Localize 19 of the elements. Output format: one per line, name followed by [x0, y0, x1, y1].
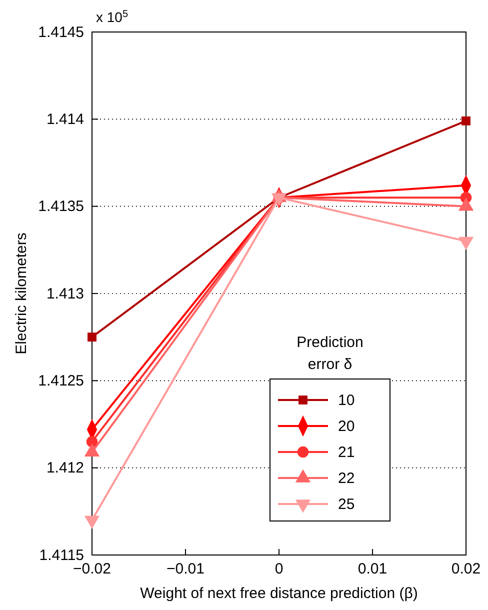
x-tick-label: 0.01 — [358, 560, 388, 578]
y-tick-label: 1.4135 — [38, 198, 84, 216]
x-tick-label: 0.02 — [451, 560, 481, 578]
y-tick-label: 1.4145 — [38, 24, 84, 41]
y-tick-label: 1.413 — [46, 285, 84, 302]
text: x 10$^{5}$ — [96, 8, 128, 25]
y-axis-title: Electric kilometers — [13, 232, 30, 354]
legend-label: 20 — [338, 418, 355, 435]
y-tick-label: 1.414 — [46, 110, 84, 128]
x-tick-label: 0 — [274, 560, 284, 578]
x-axis-title: Weight of next free distance prediction (β) — [140, 585, 418, 602]
legend-label: 22 — [338, 470, 355, 487]
x-tick-label: −0.01 — [166, 560, 204, 578]
legend-label: 21 — [338, 444, 355, 461]
legend-title: Prediction error δ — [296, 334, 364, 373]
legend-label: 25 — [338, 496, 355, 513]
legend-label: 10 — [338, 392, 355, 409]
y-tick-label: 1.4125 — [38, 372, 84, 390]
y-tick-label: 1.412 — [46, 460, 84, 477]
